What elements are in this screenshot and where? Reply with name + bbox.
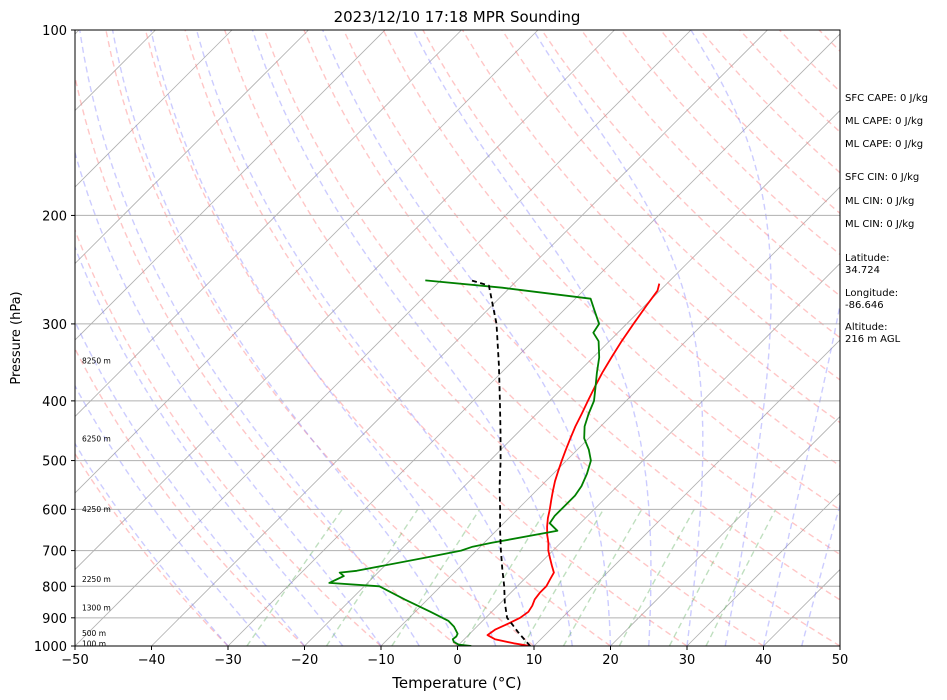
moist-adiabat-line xyxy=(75,384,267,646)
y-axis-label: Pressure (hPa) xyxy=(9,291,24,384)
y-tick-label: 1000 xyxy=(34,640,67,655)
moist-adiabat-line xyxy=(150,30,497,646)
longitude-label: Longitude: -86.646 xyxy=(845,288,899,311)
cape-ml-label-2: ML CAPE: 0 J/kg xyxy=(845,139,924,150)
dry-adiabat-line xyxy=(342,30,840,556)
cape-sfc-label: SFC CAPE: 0 J/kg xyxy=(845,93,928,104)
height-label: 100 m xyxy=(82,640,106,649)
isotherm-line xyxy=(610,415,840,646)
cin-sfc-label: SFC CIN: 0 J/kg xyxy=(845,172,920,183)
height-label: 2250 m xyxy=(82,575,111,584)
moist-adiabat-line xyxy=(801,502,840,646)
moist-adiabat-line xyxy=(690,30,772,646)
isotherm-line xyxy=(151,30,768,646)
mixing-ratio-line xyxy=(705,508,777,646)
x-tick-label: −40 xyxy=(138,653,165,668)
height-label: 1300 m xyxy=(82,604,111,613)
isotherm-line xyxy=(533,339,840,646)
isotherm-line xyxy=(75,30,386,341)
dry-adiabat-line xyxy=(75,228,382,646)
dry-adiabat-line xyxy=(184,30,688,646)
dry-adiabat-line xyxy=(422,30,840,467)
y-tick-label: 500 xyxy=(42,455,67,470)
parcel-line xyxy=(470,279,531,646)
isotherm-line xyxy=(304,109,840,646)
y-tick-label: 300 xyxy=(42,318,67,333)
height-label: 8250 m xyxy=(82,356,111,365)
moist-adiabat-line xyxy=(75,245,344,646)
isotherm-line xyxy=(75,30,233,188)
isotherm-line xyxy=(75,30,539,494)
y-tick-label: 600 xyxy=(42,503,67,518)
dry-adiabat-line xyxy=(382,30,840,511)
x-tick-label: 40 xyxy=(755,653,772,668)
x-tick-label: −20 xyxy=(291,653,318,668)
y-tick-label: 700 xyxy=(42,545,67,560)
y-tick-label: 400 xyxy=(42,395,67,410)
isotherm-line xyxy=(75,30,692,646)
cape-ml-label: ML CAPE: 0 J/kg xyxy=(845,116,924,127)
dry-adiabat-line xyxy=(105,30,535,646)
moist-adiabat-line xyxy=(111,30,459,646)
x-axis-label: Temperature (°C) xyxy=(391,674,521,692)
x-tick-label: −30 xyxy=(214,653,241,668)
dry-adiabat-line xyxy=(303,30,840,601)
mixing-ratio-line xyxy=(618,508,695,646)
moist-adiabat-line xyxy=(322,30,612,646)
isotherm-line xyxy=(75,30,309,265)
moist-adiabat-line xyxy=(532,30,704,646)
mixing-ratio-line xyxy=(246,508,343,646)
temperature-line xyxy=(486,283,661,646)
mixing-ratio-line xyxy=(522,508,605,646)
isotherm-line xyxy=(75,30,462,418)
height-label: 500 m xyxy=(82,629,106,638)
moist-adiabat-line xyxy=(195,30,535,646)
x-tick-label: 10 xyxy=(526,653,543,668)
cin-ml-label: ML CIN: 0 J/kg xyxy=(845,196,915,207)
dewpoint-line xyxy=(328,279,601,646)
moist-adiabat-line xyxy=(251,30,573,646)
x-tick-label: 50 xyxy=(832,653,849,668)
x-tick-label: 30 xyxy=(679,653,696,668)
isotherm-line xyxy=(75,30,615,571)
dry-adiabat-line xyxy=(263,30,840,646)
moist-adiabat-line xyxy=(75,442,229,646)
y-tick-label: 100 xyxy=(42,24,67,39)
dry-adiabat-line xyxy=(580,30,840,297)
height-label: 6250 m xyxy=(82,434,111,443)
cin-ml-label-2: ML CIN: 0 J/kg xyxy=(845,219,915,230)
plot-frame xyxy=(74,29,841,647)
y-tick-label: 800 xyxy=(42,580,67,595)
height-label: 4250 m xyxy=(82,505,111,514)
x-tick-label: −50 xyxy=(61,653,88,668)
x-tick-label: 20 xyxy=(602,653,619,668)
isotherm-line xyxy=(0,30,3,646)
chart-title: 2023/12/10 17:18 MPR Sounding xyxy=(334,8,581,26)
mixing-ratio-line xyxy=(461,508,547,646)
dry-adiabat-line xyxy=(75,73,458,646)
dry-adiabat-line xyxy=(144,30,611,646)
altitude-label: Altitude: 216 m AGL xyxy=(845,322,901,345)
moist-adiabat-line xyxy=(79,30,420,646)
dry-adiabat-line xyxy=(75,347,305,646)
isotherm-line xyxy=(380,186,840,646)
x-tick-label: 0 xyxy=(453,653,461,668)
x-tick-label: −10 xyxy=(367,653,394,668)
mixing-ratio-line xyxy=(668,508,742,646)
moist-adiabat-line xyxy=(75,150,382,646)
mixing-ratio-line xyxy=(562,508,643,646)
dry-adiabat-line xyxy=(224,30,764,646)
isotherm-line xyxy=(457,262,840,646)
dry-adiabat-line xyxy=(75,452,229,646)
isotherm-line xyxy=(227,33,840,646)
moist-adiabat-line xyxy=(762,301,840,646)
isotherm-line xyxy=(686,492,840,646)
latitude-label: Latitude: 34.724 xyxy=(845,253,890,276)
y-tick-label: 900 xyxy=(42,612,67,627)
moist-adiabat-line xyxy=(412,30,652,646)
y-tick-label: 200 xyxy=(42,209,67,224)
